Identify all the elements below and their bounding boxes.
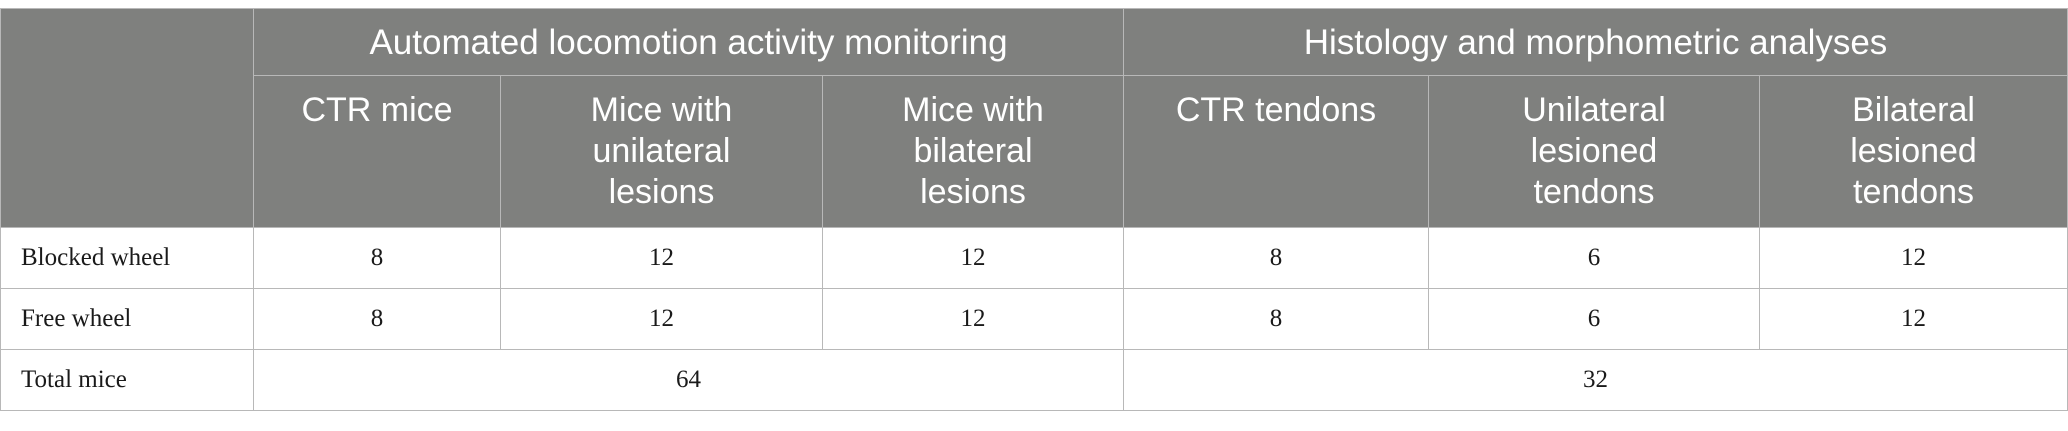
table-cell: 8 (253, 288, 501, 350)
column-header-line: unilateral (592, 132, 731, 170)
total-cell-locomotion: 64 (253, 349, 1124, 411)
data-table: Automated locomotion activity monitoring… (0, 8, 2068, 411)
table-cell: 8 (1123, 227, 1429, 289)
column-header-bilateral-tendons: Bilateral lesioned tendons (1758, 75, 2068, 228)
row-label: Free wheel (0, 288, 254, 350)
table-cell: 12 (1758, 227, 2068, 289)
table-cell: 12 (822, 288, 1124, 350)
table-row-total-mice: Total mice 64 32 (0, 349, 2068, 411)
table-cell: 12 (822, 227, 1124, 289)
column-header-line: lesioned (1530, 132, 1658, 170)
total-cell-histology: 32 (1122, 349, 2068, 411)
column-header-ctr-tendons: CTR tendons (1123, 75, 1429, 228)
column-header-line: Mice with (902, 91, 1044, 129)
column-header-line: Bilateral (1852, 91, 1975, 129)
column-header-line: CTR mice (301, 91, 453, 129)
group-header-row: Automated locomotion activity monitoring… (0, 8, 2068, 228)
table-cell: 8 (1123, 288, 1429, 350)
table-cell: 12 (1758, 288, 2068, 350)
table-cell: 6 (1428, 227, 1760, 289)
table-row-blocked-wheel: Blocked wheel 8 12 12 8 6 12 (0, 227, 2068, 289)
column-header-line: tendons (1533, 173, 1655, 211)
column-header-unilateral-tendons: Unilateral lesioned tendons (1428, 75, 1760, 228)
table-container: Automated locomotion activity monitoring… (0, 8, 2068, 411)
column-header-line: bilateral (913, 132, 1033, 170)
column-header-unilateral-mice: Mice with unilateral lesions (500, 75, 823, 228)
group-header-histology: Histology and morphometric analyses (1122, 8, 2068, 76)
table-cell: 12 (500, 288, 823, 350)
column-header-row: CTR mice Mice with unilateral lesions Mi… (1, 75, 2068, 228)
column-header-line: lesions (608, 173, 715, 211)
row-label: Total mice (0, 349, 254, 411)
column-header-line: CTR tendons (1175, 91, 1377, 129)
corner-header-cell (0, 8, 254, 228)
table-row-free-wheel: Free wheel 8 12 12 8 6 12 (0, 288, 2068, 350)
table-cell: 8 (253, 227, 501, 289)
column-header-line: lesioned (1850, 132, 1977, 170)
column-header-bilateral-mice: Mice with bilateral lesions (822, 75, 1124, 228)
table-cell: 6 (1428, 288, 1760, 350)
column-header-ctr-mice: CTR mice (253, 75, 501, 228)
table-cell: 12 (500, 227, 823, 289)
column-header-line: Mice with (590, 91, 733, 129)
column-header-line: Unilateral (1522, 91, 1666, 129)
column-header-line: tendons (1853, 173, 1975, 211)
column-header-line: lesions (920, 173, 1026, 211)
group-header-locomotion: Automated locomotion activity monitoring (253, 8, 1124, 76)
row-label: Blocked wheel (0, 227, 254, 289)
